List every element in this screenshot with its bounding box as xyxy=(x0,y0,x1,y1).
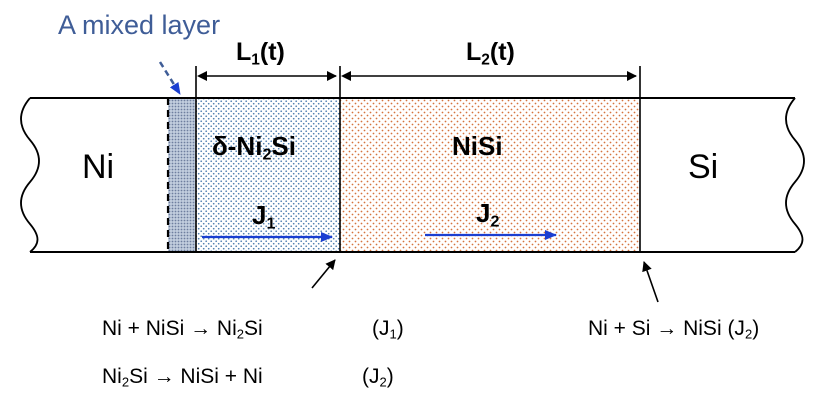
mixed-layer xyxy=(168,98,196,252)
ni2si-region xyxy=(196,98,340,252)
reaction-equation-2: Ni2Si → NiSi + Ni xyxy=(102,365,263,390)
pointer-interface-2 xyxy=(642,261,659,303)
reaction-equation-2-flux: (J2) xyxy=(362,365,394,390)
ni-region-label: Ni xyxy=(82,148,115,186)
l2-label: L2(t) xyxy=(466,38,515,69)
ni2si-region-label: δ-Ni2Si xyxy=(212,131,296,164)
right-wavy-edge xyxy=(785,97,805,253)
j1-label: J1 xyxy=(252,200,276,233)
l2-left-head xyxy=(341,71,351,81)
reaction-equation-3: Ni + Si → NiSi (J2) xyxy=(588,317,760,342)
pointer-interface-1 xyxy=(311,259,336,289)
ni-region xyxy=(4,98,168,252)
reaction-equation-1: Ni + NiSi → Ni2Si xyxy=(102,317,263,342)
left-wavy-edge xyxy=(20,97,40,253)
mixed-layer-label: A mixed layer xyxy=(58,10,221,40)
si-region xyxy=(640,98,803,252)
l1-left-head xyxy=(197,71,207,81)
j2-label: J2 xyxy=(476,198,500,231)
mixed-layer-pointer xyxy=(158,61,182,95)
l1-label: L1(t) xyxy=(236,38,285,69)
nisi-region-label: NiSi xyxy=(452,131,503,161)
reaction-equation-1-flux: (J1) xyxy=(372,317,404,342)
nisi-region xyxy=(340,98,640,252)
si-region-label: Si xyxy=(688,148,719,186)
